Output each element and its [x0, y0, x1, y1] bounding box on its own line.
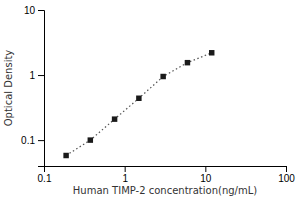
tick-mark — [125, 166, 126, 172]
tick-label: 100 — [278, 173, 295, 184]
y-tick: 10 — [24, 5, 44, 16]
chart-container: 0.11101000.1110Human TIMP-2 concentratio… — [0, 0, 300, 200]
y-tick: 0.1 — [21, 135, 44, 146]
x-tick: 1 — [122, 166, 128, 184]
data-point — [209, 50, 214, 55]
x-tick: 10 — [200, 166, 212, 184]
tick-label: 0.1 — [38, 173, 52, 184]
x-tick: 0.1 — [38, 166, 52, 184]
plot-area: 0.11101000.1110Human TIMP-2 concentratio… — [3, 5, 295, 196]
marks — [63, 50, 214, 158]
y-axis-title: Optical Density — [3, 50, 14, 127]
data-point — [112, 116, 117, 121]
tick-mark — [205, 166, 206, 172]
x-tick: 100 — [278, 166, 295, 184]
tick-mark — [38, 75, 44, 76]
data-point — [136, 96, 141, 101]
tick-mark — [286, 166, 287, 172]
data-point — [185, 60, 190, 65]
x-axis: 0.1 1 10 100 — [38, 166, 296, 184]
y-tick: 1 — [29, 70, 44, 81]
tick-label: 0.1 — [21, 135, 35, 146]
tick-label: 10 — [24, 5, 36, 16]
tick-label: 1 — [122, 173, 128, 184]
y-axis-line — [38, 11, 45, 167]
data-point — [63, 153, 68, 158]
x-axis-line — [45, 167, 287, 173]
data-point — [88, 137, 93, 142]
data-point — [160, 74, 165, 79]
tick-mark — [38, 10, 44, 11]
x-axis-title: Human TIMP-2 concentration(ng/mL) — [73, 185, 257, 196]
tick-mark — [38, 140, 44, 141]
tick-label: 1 — [29, 70, 35, 81]
tick-label: 10 — [200, 173, 212, 184]
data-line — [66, 53, 212, 156]
y-axis: 0.1 1 10 — [21, 5, 44, 167]
chart: 0.11101000.1110Human TIMP-2 concentratio… — [0, 0, 300, 200]
